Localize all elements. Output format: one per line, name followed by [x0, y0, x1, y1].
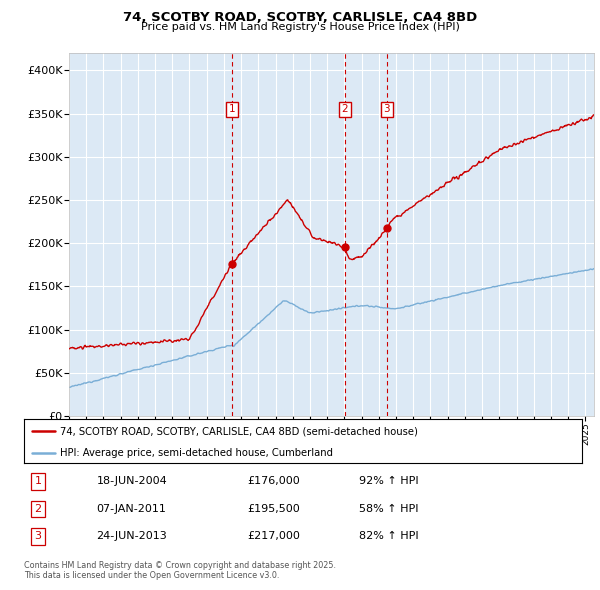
- Text: 74, SCOTBY ROAD, SCOTBY, CARLISLE, CA4 8BD (semi-detached house): 74, SCOTBY ROAD, SCOTBY, CARLISLE, CA4 8…: [60, 427, 418, 436]
- Text: 1: 1: [229, 104, 235, 114]
- Text: Price paid vs. HM Land Registry's House Price Index (HPI): Price paid vs. HM Land Registry's House …: [140, 22, 460, 32]
- Text: 18-JUN-2004: 18-JUN-2004: [97, 477, 167, 487]
- Text: 07-JAN-2011: 07-JAN-2011: [97, 504, 166, 514]
- Text: 2: 2: [34, 504, 41, 514]
- Text: £195,500: £195,500: [247, 504, 300, 514]
- Text: 24-JUN-2013: 24-JUN-2013: [97, 531, 167, 541]
- Text: 58% ↑ HPI: 58% ↑ HPI: [359, 504, 418, 514]
- Text: 3: 3: [383, 104, 390, 114]
- Text: HPI: Average price, semi-detached house, Cumberland: HPI: Average price, semi-detached house,…: [60, 448, 333, 458]
- Text: 1: 1: [34, 477, 41, 487]
- Text: 2: 2: [341, 104, 348, 114]
- Text: 82% ↑ HPI: 82% ↑ HPI: [359, 531, 418, 541]
- Text: 3: 3: [34, 531, 41, 541]
- Text: Contains HM Land Registry data © Crown copyright and database right 2025.
This d: Contains HM Land Registry data © Crown c…: [24, 560, 336, 580]
- Text: £217,000: £217,000: [247, 531, 300, 541]
- Text: 74, SCOTBY ROAD, SCOTBY, CARLISLE, CA4 8BD: 74, SCOTBY ROAD, SCOTBY, CARLISLE, CA4 8…: [123, 11, 477, 24]
- Text: £176,000: £176,000: [247, 477, 300, 487]
- Text: 92% ↑ HPI: 92% ↑ HPI: [359, 477, 418, 487]
